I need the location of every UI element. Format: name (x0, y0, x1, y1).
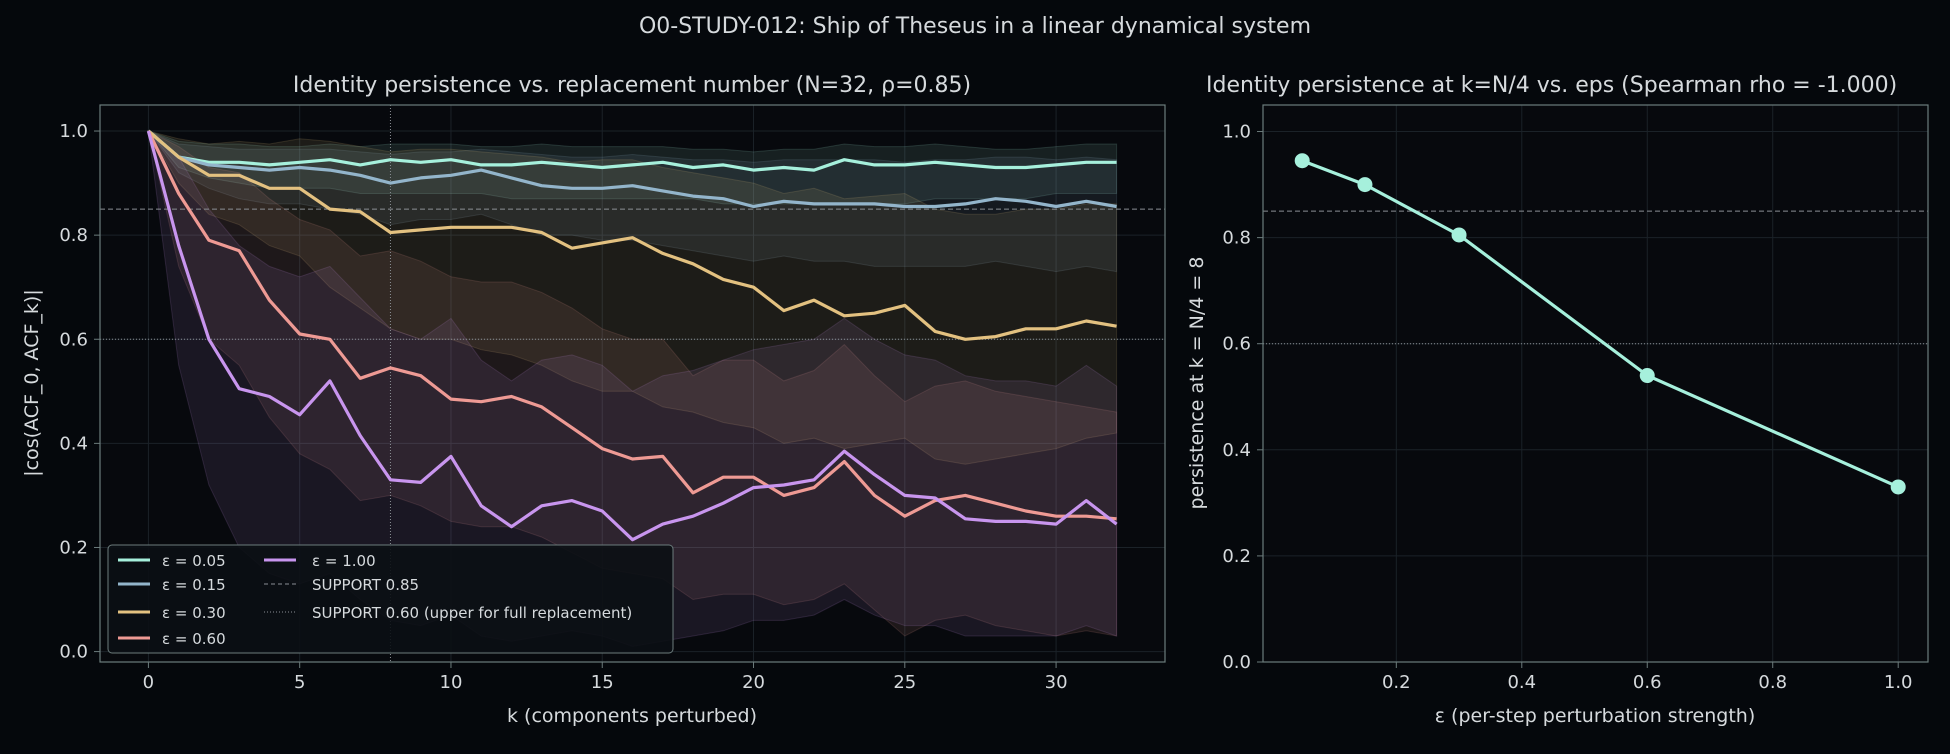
left-y-tick-label: 0.6 (59, 329, 88, 350)
right-point-marker (1639, 368, 1655, 384)
right-axes-background (1263, 105, 1928, 662)
legend-label-support-060: SUPPORT 0.60 (upper for full replacement… (312, 604, 632, 622)
right-point-marker (1451, 227, 1467, 243)
left-reference-lines (100, 105, 1165, 662)
right-series (1294, 153, 1906, 495)
right-ticks: 0.2 0.4 0.6 0.8 1.0 0.0 0.2 0.4 0.6 0.8 1.0 (1222, 122, 1912, 693)
right-axes-frame (1262, 104, 1929, 663)
left-x-tick-label: 15 (591, 672, 614, 693)
left-x-tick-label: 30 (1045, 672, 1068, 693)
left-chart-title: Identity persistence vs. replacement num… (293, 73, 971, 98)
left-y-axis-label: |cos(ACF_0, ACF_k)| (21, 289, 43, 477)
legend-label-eps-005: ε = 0.05 (162, 552, 226, 570)
left-ticks: 0 5 10 15 20 25 30 0.0 0.2 0.4 0.6 0.8 1.0 (59, 121, 1067, 693)
right-point-marker (1357, 177, 1373, 193)
left-x-axis-label: k (components perturbed) (507, 705, 757, 727)
right-point-marker (1890, 479, 1906, 495)
right-y-tick-label: 0.0 (1222, 652, 1251, 673)
right-x-tick-label: 0.6 (1633, 672, 1662, 693)
left-panel: 0 5 10 15 20 25 30 0.0 0.2 0.4 0.6 0.8 1.0 Identity … (21, 73, 1166, 727)
left-y-tick-label: 0.0 (59, 642, 88, 663)
band-eps-005 (146, 129, 1118, 205)
left-x-tick-label: 0 (143, 672, 154, 693)
left-y-tick-label: 0.4 (59, 433, 88, 454)
line-eps-100 (146, 130, 1118, 542)
right-panel: 0.2 0.4 0.6 0.8 1.0 0.0 0.2 0.4 0.6 0.8 1.0 Identi… (1186, 73, 1929, 727)
left-legend: ε = 0.05 ε = 0.15 ε = 0.30 ε = 0.60 ε = … (107, 544, 674, 654)
line-eps-015 (147, 129, 1117, 209)
right-y-axis-label: persistence at k = N/4 = 8 (1186, 257, 1208, 510)
right-x-tick-label: 0.8 (1758, 672, 1787, 693)
left-series-lines (146, 129, 1118, 542)
left-x-tick-label: 5 (294, 672, 305, 693)
right-x-tick-label: 1.0 (1884, 672, 1913, 693)
left-axes-frame (99, 104, 1166, 663)
legend-label-eps-030: ε = 0.30 (162, 604, 226, 622)
right-x-tick-label: 0.4 (1507, 672, 1536, 693)
legend-label-support-085: SUPPORT 0.85 (312, 576, 419, 594)
legend-box (107, 544, 674, 654)
right-y-tick-label: 0.6 (1222, 334, 1251, 355)
left-x-tick-label: 20 (742, 672, 765, 693)
line-eps-005 (147, 129, 1117, 172)
legend-label-eps-100: ε = 1.00 (312, 552, 376, 570)
right-y-tick-label: 0.2 (1222, 546, 1251, 567)
right-chart-title: Identity persistence at k=N/4 vs. eps (S… (1206, 73, 1897, 98)
right-y-tick-label: 1.0 (1222, 122, 1251, 143)
band-eps-030 (147, 130, 1118, 465)
right-reference-lines (1263, 210, 1928, 345)
right-point-marker (1294, 153, 1310, 169)
right-x-tick-label: 0.2 (1382, 672, 1411, 693)
left-y-tick-label: 1.0 (59, 121, 88, 142)
right-y-tick-label: 0.8 (1222, 228, 1251, 249)
left-y-tick-label: 0.8 (59, 225, 88, 246)
left-y-tick-label: 0.2 (59, 537, 88, 558)
left-x-tick-label: 25 (893, 672, 916, 693)
left-confidence-bands (146, 129, 1118, 647)
figure-title: O0-STUDY-012: Ship of Theseus in a linea… (639, 14, 1311, 39)
legend-label-eps-015: ε = 0.15 (162, 576, 226, 594)
left-x-tick-label: 10 (440, 672, 463, 693)
line-eps-060 (146, 130, 1117, 521)
line-eps-030 (147, 129, 1117, 341)
legend-label-eps-060: ε = 0.60 (162, 630, 226, 648)
right-y-tick-label: 0.4 (1222, 440, 1251, 461)
right-x-axis-label: ε (per-step perturbation strength) (1435, 705, 1756, 727)
